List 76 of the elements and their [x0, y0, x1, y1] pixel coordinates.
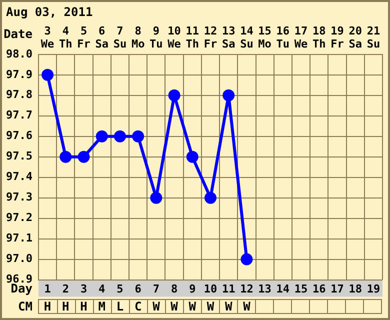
- text: C: [134, 299, 142, 314]
- text: W: [188, 299, 197, 314]
- x2-tick-label: 15: [294, 282, 308, 296]
- x2-tick-label: 4: [98, 282, 106, 296]
- x2-tick-label: 12: [240, 282, 254, 296]
- text: W: [224, 299, 233, 314]
- point: [78, 150, 90, 163]
- x-tick-label: 5 Fr: [77, 24, 91, 51]
- text: W: [206, 299, 215, 314]
- text: W: [170, 299, 179, 314]
- point: [132, 130, 144, 142]
- x2-tick-label: 7: [152, 282, 160, 296]
- x-tick-label: 4 Th: [59, 24, 72, 51]
- x-tick-label: 10 We: [168, 24, 182, 51]
- x-axis-title: Date: [4, 27, 32, 42]
- x2-tick-label: 3: [80, 282, 88, 296]
- point: [114, 130, 126, 142]
- y-tick-label: 97.2: [6, 211, 32, 224]
- y-tick-label: 97.6: [6, 129, 33, 142]
- point: [42, 68, 54, 81]
- x2-tick-label: 18: [348, 282, 362, 296]
- x-tick-label: 17 We: [294, 24, 308, 51]
- text: W: [243, 299, 252, 314]
- point: [240, 253, 253, 266]
- y-tick-label: 97.1: [6, 232, 33, 245]
- y-tick-label: 97.4: [6, 170, 33, 184]
- x-tick-label: 11 Th: [186, 24, 200, 51]
- y-tick-label: 98.0: [6, 47, 32, 60]
- x-tick-label: 12 Fr: [204, 24, 218, 51]
- text: H: [62, 299, 70, 314]
- y-tick-label: 97.9: [6, 68, 32, 81]
- x-tick-label: 7 Su: [113, 24, 127, 51]
- x2-tick-label: 8: [170, 282, 178, 296]
- point: [186, 150, 198, 163]
- x2-tick-label: 11: [222, 282, 236, 296]
- point: [204, 192, 216, 204]
- x2-tick-label: 16: [312, 282, 326, 296]
- x-tick-label: 6 Sa: [95, 24, 108, 51]
- y-tick-label: 97.0: [6, 252, 32, 266]
- x-tick-label: 9 Tu: [150, 24, 163, 51]
- x2-tick-label: 6: [134, 282, 142, 296]
- x-tick-label: 3 We: [40, 24, 55, 51]
- text: L: [116, 299, 124, 314]
- x-tick-label: 14 Su: [240, 24, 254, 51]
- point: [96, 130, 108, 142]
- chart-title: Aug 03, 2011: [6, 5, 93, 20]
- x2-tick-label: 19: [366, 282, 380, 296]
- point: [60, 150, 72, 163]
- text: CM: [18, 299, 32, 314]
- x2-tick-label: 10: [204, 282, 218, 296]
- point: [222, 89, 235, 102]
- x2-tick-label: 13: [258, 282, 272, 296]
- x-tick-label: 8 Mo: [131, 24, 146, 51]
- x-tick-label: 13 Sa: [222, 24, 236, 51]
- x2-tick-label: 14: [276, 282, 290, 296]
- point: [168, 89, 180, 102]
- y-tick-label: 97.7: [6, 108, 32, 122]
- y-tick-label: 97.5: [6, 150, 32, 163]
- x2-tick-label: 17: [330, 282, 344, 296]
- x-tick-label: 20 Sa: [348, 24, 362, 51]
- text: H: [44, 299, 52, 314]
- text: M: [98, 299, 106, 314]
- x-tick-label: 21 Su: [366, 24, 380, 51]
- x-tick-label: 18 Th: [312, 24, 326, 51]
- x-tick-label: 15 Mo: [258, 24, 272, 51]
- x2-tick-label: 1: [44, 282, 52, 296]
- y-tick-label: 97.8: [6, 88, 32, 102]
- x-tick-label: 19 Fr: [330, 24, 344, 51]
- x-tick-label: 16 Tu: [276, 24, 290, 51]
- x2-tick-label: 9: [189, 282, 196, 296]
- x2-tick-label: 5: [116, 282, 124, 296]
- point: [150, 192, 162, 204]
- x2-tick-label: 2: [62, 282, 69, 296]
- text: W: [152, 299, 161, 314]
- y-tick-label: 97.3: [6, 190, 32, 204]
- text: H: [80, 299, 88, 314]
